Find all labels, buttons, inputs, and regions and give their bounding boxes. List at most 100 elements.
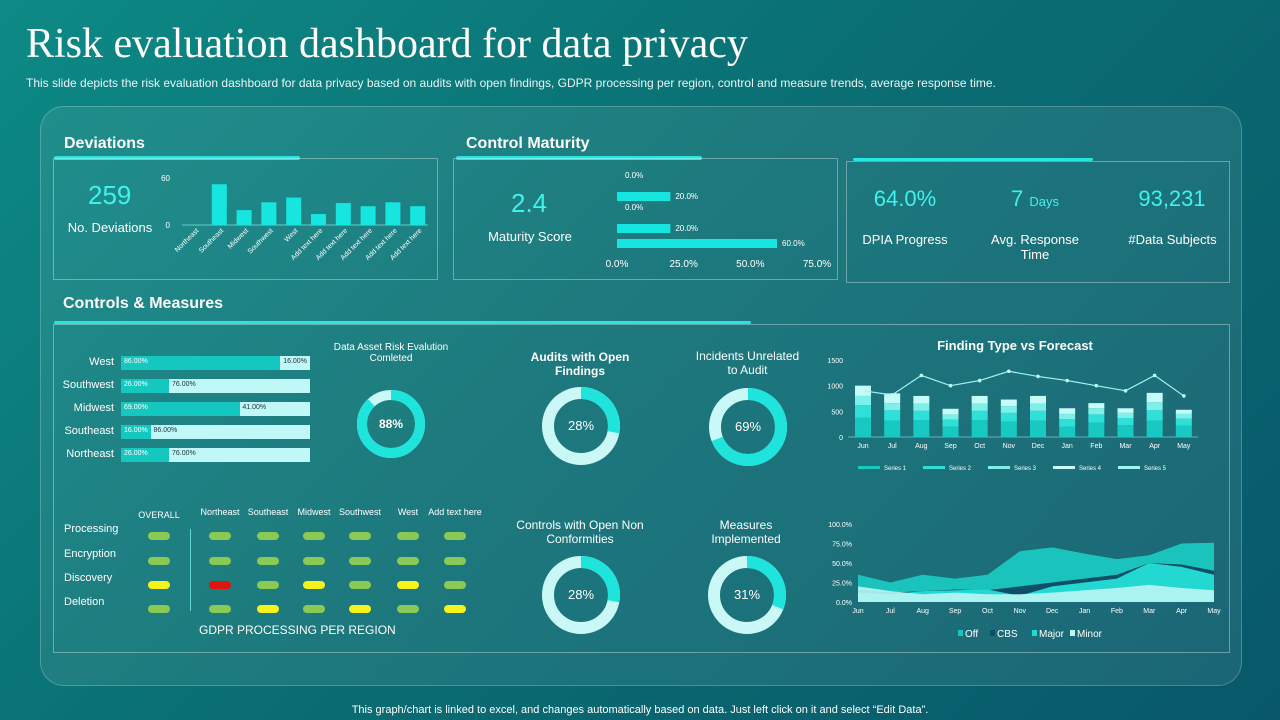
forecast-point [1094,383,1099,388]
forecast-point [890,393,894,397]
subjects-value: 93,231 [1138,186,1206,211]
legend-swatch [990,630,995,636]
stacked-bar-segment [855,417,871,437]
finding-chart-title: Finding Type vs Forecast [937,338,1093,353]
maturity-bar [617,224,671,233]
deviation-bar [410,206,426,225]
y-tick: 50.0% [832,561,852,568]
maturity-number: 2.4 [511,188,548,218]
stacked-bar-segment [1030,410,1046,421]
status-pill-green [257,581,279,589]
gdpr-divider [190,529,191,611]
status-pill-yellow [148,581,170,589]
maturity-value-label: 20.0% [675,224,698,233]
status-pill-green [444,532,466,540]
gdpr-column-header: OVERALL [138,510,180,520]
x-tick-label: May [1177,443,1191,450]
deviations-caption: No. Deviations [67,220,153,235]
region-bar-track: 26.00% 76.00% [121,448,310,462]
region-label: West [89,356,114,368]
controls-area-chart[interactable]: 0.0% 25.0% 50.0% 75.0% 100.0% Jun Jul Aug Sep Oct… [818,516,1223,646]
forecast-line [862,370,1185,397]
stacked-bar-segment [1088,414,1105,423]
x-tick-label: Jun [852,608,863,615]
region-bar-row: Northeast 26.00% 76.00% [62,448,312,462]
finding-type-chart[interactable]: 0 500 1000 1500 Jun Jul Aug Sep Oct Nov Dec Jan Feb M… [818,352,1213,480]
status-pill-green [397,557,419,565]
donut-chart-incidents[interactable]: 69% [708,387,788,467]
region-bar-fill [121,356,281,370]
donut-chart-asset-risk[interactable]: 88% [355,388,427,460]
stacked-bar-segment [1175,418,1192,426]
donut-chart-audits[interactable]: 28% [541,386,621,466]
status-pill-green [444,557,466,565]
maturity-value-label: 0.0% [625,171,643,180]
stacked-bar-segment [855,395,871,406]
donut5-caption: Measures Implemented [711,518,781,546]
stacked-bar-segment [913,420,930,437]
forecast-point [1036,374,1040,379]
donut-chart-nonconformities[interactable]: 28% [541,555,621,635]
control-maturity-label: Control Maturity [466,135,590,152]
region-bar-track: 16.00% 86.00% [121,425,310,439]
donut-value: 28% [568,587,594,602]
legend-label: Series 5 [1144,466,1167,472]
region-bar-track: 26.00% 76.00% [121,379,310,393]
control-maturity-bar-chart[interactable]: 0.0% 20.0% 0.0% 20.0% 60.0% 0.0% 25.0% 50.0% 75.… [600,170,836,276]
stacked-bar-segment [942,419,959,427]
stacked-bar-segment [1117,412,1134,419]
region-value-a: 26.00% [124,381,148,388]
donut-chart-measures[interactable]: 31% [707,555,787,635]
gdpr-column-header: Northeast [200,507,240,517]
donut3-caption: Incidents Unrelated to Audit [695,349,800,377]
controls-box [53,324,1230,653]
x-tick-label: Aug [915,443,928,450]
donut-value: 28% [568,418,594,433]
stacked-bar-segment [1117,408,1134,413]
forecast-point [1182,394,1186,398]
legend-label: CBS [997,629,1018,640]
stacked-bar-segment [1146,420,1163,437]
region-bar-row: Southeast 16.00% 86.00% [62,425,312,439]
gdpr-title: GDPR PROCESSING PER REGION [199,623,396,637]
gdpr-column-header: West [397,507,419,517]
stacked-bar-segment [942,414,959,420]
x-tick-label: 50.0% [736,259,764,270]
controls-label: Controls & Measures [63,295,224,312]
status-pill-green [444,581,466,589]
legend-label: Series 2 [949,466,972,472]
stacked-bar-segment [971,410,988,421]
x-tick-label: Dec [1032,443,1045,450]
x-tick-label: Southeast [198,227,225,254]
donut1-caption: Data Asset Risk Evalution Comleted [333,342,449,364]
control-maturity-underline [456,156,702,160]
y-tick: 100.0% [828,522,852,529]
kpi-box [846,161,1230,283]
x-tick-label: 0.0% [606,259,629,270]
legend-label: Series 4 [1079,466,1102,472]
deviation-bar [261,202,277,225]
x-tick-label: Jul [888,443,897,450]
x-tick-label: Feb [1090,443,1102,450]
forecast-point [1123,389,1128,393]
donut-arc [709,388,787,466]
deviation-bar [236,210,252,225]
stacked-bar-segment [1030,403,1046,411]
status-pill-yellow [444,605,466,613]
status-pill-red [209,581,231,589]
stacked-bar-segment [1146,402,1163,411]
donut-arc [542,387,620,465]
region-bar-fill [121,402,240,416]
stacked-bar-segment [942,408,959,415]
y-tick: 75.0% [832,542,852,549]
stacked-bar-segment [971,420,988,437]
donut-arc [708,556,786,634]
y-tick: 0 [839,435,843,442]
stacked-bar-segment [1175,425,1192,437]
region-value-b: 16.00% [283,358,307,365]
legend-swatch [988,466,1010,469]
stacked-bar-segment [1059,413,1076,420]
x-tick-label: Sep [944,443,957,450]
control-maturity-box [453,158,838,280]
